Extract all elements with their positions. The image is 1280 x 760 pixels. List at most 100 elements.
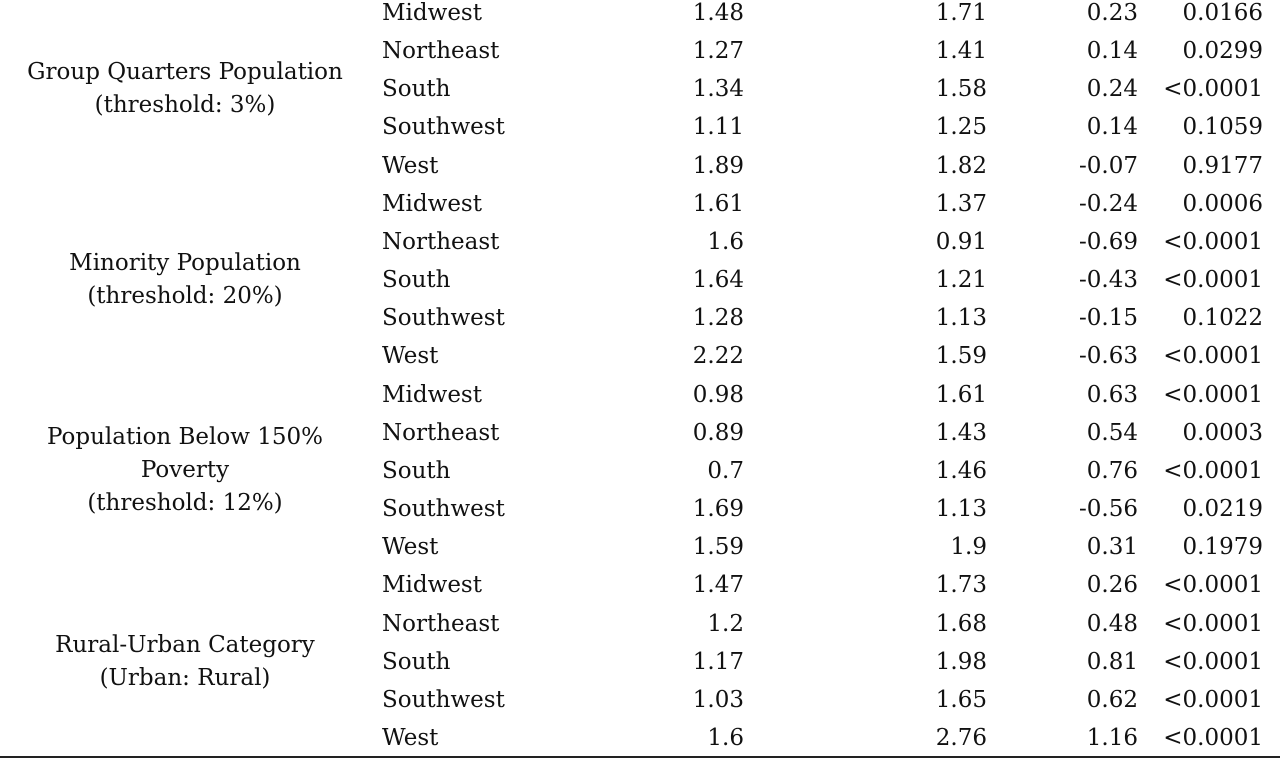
value-cell: 1.11 <box>692 114 744 141</box>
region-cell: South <box>382 76 451 103</box>
value-cell: 1.2 <box>707 610 744 637</box>
value-cell: 1.61 <box>935 381 987 408</box>
value-cell: -0.69 <box>1079 228 1138 255</box>
value-cell: -0.24 <box>1079 190 1138 217</box>
value-cell: <0.0001 <box>1163 648 1263 675</box>
value-cell: 1.73 <box>935 572 987 599</box>
bottom-rule <box>0 756 1280 758</box>
group-label-line: Poverty <box>140 457 230 484</box>
value-cell: 1.03 <box>692 686 744 713</box>
value-cell: 1.64 <box>692 267 744 294</box>
value-cell: <0.0001 <box>1163 725 1263 752</box>
group-label-line: (threshold: 20%) <box>87 283 283 310</box>
value-cell: 0.91 <box>935 228 987 255</box>
value-cell: 1.59 <box>935 343 987 370</box>
region-cell: South <box>382 457 451 484</box>
value-cell: 1.82 <box>935 152 987 179</box>
value-cell: 0.63 <box>1086 381 1138 408</box>
value-cell: 1.6 <box>707 228 744 255</box>
region-cell: West <box>382 152 439 179</box>
value-cell: <0.0001 <box>1163 343 1263 370</box>
value-cell: 1.59 <box>692 534 744 561</box>
region-cell: Midwest <box>382 381 482 408</box>
value-cell: 1.98 <box>935 648 987 675</box>
region-cell: Midwest <box>382 190 482 217</box>
value-cell: 1.48 <box>692 0 744 26</box>
value-cell: <0.0001 <box>1163 610 1263 637</box>
value-cell: 1.69 <box>692 496 744 523</box>
value-cell: 1.37 <box>935 190 987 217</box>
region-cell: South <box>382 648 451 675</box>
value-cell: 0.98 <box>692 381 744 408</box>
value-cell: 0.7 <box>707 457 744 484</box>
group-label-line: (threshold: 3%) <box>94 92 276 119</box>
value-cell: 0.14 <box>1086 114 1138 141</box>
group-label: Group Quarters Population (threshold: 3%) <box>0 0 370 185</box>
value-cell: 1.13 <box>935 496 987 523</box>
value-cell: 1.41 <box>935 38 987 65</box>
value-cell: 1.9 <box>950 534 987 561</box>
region-cell: Southwest <box>382 114 505 141</box>
value-cell: 2.22 <box>692 343 744 370</box>
value-cell: 0.9177 <box>1182 152 1263 179</box>
value-cell: 0.0006 <box>1182 190 1263 217</box>
value-cell: 1.21 <box>935 267 987 294</box>
value-cell: 0.54 <box>1086 419 1138 446</box>
group-label-line: (Urban: Rural) <box>99 664 271 691</box>
region-cell: Northeast <box>382 610 500 637</box>
value-cell: 0.62 <box>1086 686 1138 713</box>
region-cell: Southwest <box>382 305 505 332</box>
region-cell: West <box>382 534 439 561</box>
group-label-line: Minority Population <box>69 250 301 277</box>
value-cell: 1.6 <box>707 725 744 752</box>
region-cell: Northeast <box>382 419 500 446</box>
value-cell: 1.16 <box>1086 725 1138 752</box>
value-cell: 0.26 <box>1086 572 1138 599</box>
value-cell: 0.23 <box>1086 0 1138 26</box>
value-cell: 1.17 <box>692 648 744 675</box>
value-cell: 0.1979 <box>1182 534 1263 561</box>
value-cell: <0.0001 <box>1163 686 1263 713</box>
value-cell: 0.1022 <box>1182 305 1263 332</box>
value-cell: 1.65 <box>935 686 987 713</box>
group-label: Minority Population (threshold: 20%) <box>0 185 370 376</box>
value-cell: <0.0001 <box>1163 228 1263 255</box>
value-cell: 0.14 <box>1086 38 1138 65</box>
value-cell: 1.28 <box>692 305 744 332</box>
value-cell: 0.0166 <box>1182 0 1263 26</box>
value-cell: 1.25 <box>935 114 987 141</box>
value-cell: 0.1059 <box>1182 114 1263 141</box>
region-cell: Midwest <box>382 0 482 26</box>
group-label: Rural-Urban Category (Urban: Rural) <box>0 566 370 757</box>
value-cell: 0.24 <box>1086 76 1138 103</box>
value-cell: -0.56 <box>1079 496 1138 523</box>
region-cell: Southwest <box>382 496 505 523</box>
group-label-line: (threshold: 12%) <box>87 490 283 517</box>
region-cell: West <box>382 343 439 370</box>
value-cell: <0.0001 <box>1163 267 1263 294</box>
value-cell: 0.48 <box>1086 610 1138 637</box>
value-cell: 1.46 <box>935 457 987 484</box>
region-cell: Southwest <box>382 686 505 713</box>
value-cell: -0.43 <box>1079 267 1138 294</box>
region-cell: South <box>382 267 451 294</box>
group-label-line: Population Below 150% <box>46 424 324 451</box>
value-cell: -0.07 <box>1079 152 1138 179</box>
group-label: Population Below 150% Poverty (threshold: … <box>0 376 370 567</box>
value-cell: 1.13 <box>935 305 987 332</box>
value-cell: 0.31 <box>1086 534 1138 561</box>
value-cell: 1.58 <box>935 76 987 103</box>
value-cell: 2.76 <box>935 725 987 752</box>
value-cell: 0.81 <box>1086 648 1138 675</box>
value-cell: <0.0001 <box>1163 76 1263 103</box>
region-cell: Midwest <box>382 572 482 599</box>
value-cell: 1.27 <box>692 38 744 65</box>
region-cell: Northeast <box>382 38 500 65</box>
value-cell: <0.0001 <box>1163 381 1263 408</box>
value-cell: -0.15 <box>1079 305 1138 332</box>
value-cell: 1.47 <box>692 572 744 599</box>
group-label-line: Rural-Urban Category <box>55 631 315 658</box>
value-cell: 1.43 <box>935 419 987 446</box>
value-cell: 1.34 <box>692 76 744 103</box>
